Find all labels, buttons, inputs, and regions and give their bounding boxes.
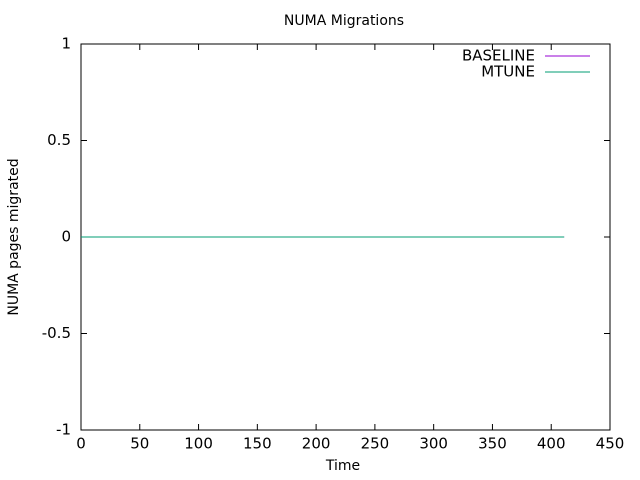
legend-label: MTUNE: [481, 63, 535, 81]
y-tick-label: 1: [61, 35, 71, 53]
x-tick-label: 100: [184, 435, 213, 453]
y-tick-label: 0: [61, 228, 71, 246]
chart-title: NUMA Migrations: [284, 13, 404, 29]
x-tick-label: 400: [537, 435, 566, 453]
legend-label: BASELINE: [462, 47, 535, 65]
x-tick-label: 450: [596, 435, 625, 453]
x-tick-label: 0: [76, 435, 86, 453]
x-tick-label: 300: [419, 435, 448, 453]
x-tick-label: 250: [361, 435, 390, 453]
y-tick-label: -1: [56, 421, 71, 439]
x-axis-label: Time: [325, 458, 360, 474]
x-tick-label: 50: [130, 435, 149, 453]
y-tick-label: 0.5: [47, 131, 71, 149]
x-tick-label: 350: [478, 435, 507, 453]
y-tick-label: -0.5: [42, 324, 71, 342]
x-tick-label: 150: [243, 435, 272, 453]
y-axis-label: NUMA pages migrated: [6, 158, 22, 315]
x-tick-label: 200: [302, 435, 331, 453]
